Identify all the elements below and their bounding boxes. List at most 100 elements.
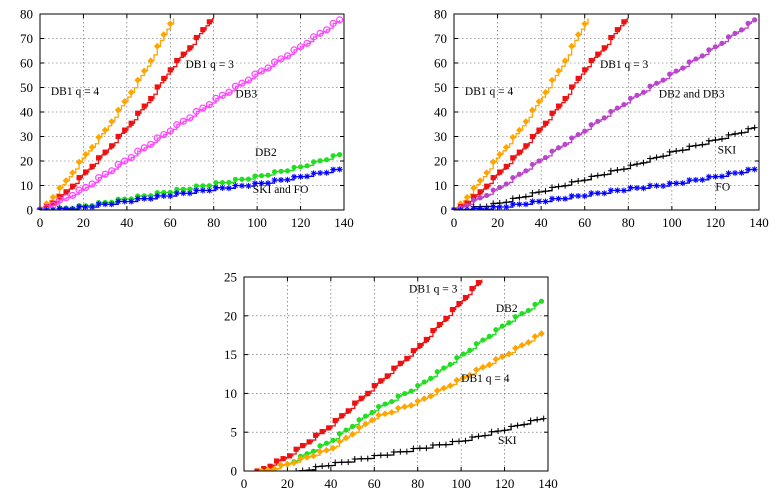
x-tick-label: 20 xyxy=(281,476,294,491)
data-point xyxy=(575,75,581,82)
data-point xyxy=(506,320,512,326)
data-point xyxy=(488,428,495,435)
data-point xyxy=(231,82,240,90)
data-point xyxy=(83,169,89,175)
data-point xyxy=(147,140,155,148)
series-1 xyxy=(36,18,175,210)
data-point xyxy=(595,118,601,124)
data-point xyxy=(101,126,109,134)
data-point xyxy=(518,341,526,349)
y-tick-label: 5 xyxy=(231,425,238,440)
data-point xyxy=(673,147,680,154)
data-point xyxy=(186,114,194,122)
data-point xyxy=(69,169,76,177)
data-point xyxy=(219,184,226,191)
data-point xyxy=(410,445,417,452)
data-point xyxy=(542,89,549,96)
data-point xyxy=(153,134,161,142)
data-point xyxy=(653,182,660,189)
data-point xyxy=(732,30,738,36)
data-point xyxy=(290,46,298,54)
data-point xyxy=(640,89,647,95)
data-point xyxy=(102,149,108,155)
data-point xyxy=(199,187,206,194)
data-point xyxy=(725,131,732,138)
data-point xyxy=(634,184,640,191)
data-point xyxy=(121,157,129,165)
data-point xyxy=(49,193,57,201)
data-point xyxy=(466,371,474,379)
data-point xyxy=(257,467,265,471)
data-point xyxy=(693,56,699,62)
data-point xyxy=(660,153,667,160)
data-point xyxy=(575,192,582,199)
data-point xyxy=(699,53,705,59)
data-point xyxy=(525,338,532,346)
data-point xyxy=(529,133,536,140)
data-point xyxy=(607,187,614,194)
data-point xyxy=(512,344,519,352)
data-point xyxy=(404,355,410,362)
data-point xyxy=(232,182,239,189)
data-point xyxy=(300,442,306,449)
chart-panel-3: 0 20 40 60 80 100 120 140 0 5 10 15 20 25 DB1 q = 3 DB2… xyxy=(224,270,558,492)
data-point xyxy=(490,175,496,181)
data-point xyxy=(56,184,63,192)
data-point xyxy=(490,187,496,193)
data-point xyxy=(666,148,673,155)
series-1 xyxy=(254,279,483,471)
y-tick-label: 60 xyxy=(434,56,447,71)
y-tick-label: 25 xyxy=(224,270,237,285)
data-point xyxy=(323,169,330,176)
data-point xyxy=(501,427,508,434)
plot-frame xyxy=(453,13,760,211)
data-point xyxy=(555,67,562,75)
data-point xyxy=(640,185,647,192)
data-point xyxy=(679,147,686,154)
series-4 xyxy=(451,124,758,210)
data-point xyxy=(278,168,284,174)
data-point xyxy=(293,446,299,452)
data-point xyxy=(290,459,298,467)
data-point xyxy=(568,178,575,185)
data-point xyxy=(42,204,51,210)
data-point xyxy=(311,159,317,165)
data-point xyxy=(264,64,272,72)
series-line xyxy=(257,279,483,471)
data-point xyxy=(666,180,673,187)
data-point xyxy=(582,128,588,134)
data-point xyxy=(673,68,679,74)
data-point xyxy=(63,205,70,210)
plot-frame xyxy=(39,13,345,211)
data-point xyxy=(581,193,588,200)
data-point xyxy=(225,185,232,192)
data-point xyxy=(166,20,174,28)
data-point xyxy=(296,43,305,51)
data-point xyxy=(161,189,167,196)
data-point xyxy=(410,348,416,354)
data-point xyxy=(467,347,473,353)
data-point xyxy=(232,176,239,182)
data-point xyxy=(394,404,402,412)
data-point xyxy=(140,144,148,152)
x-tick-label: 60 xyxy=(578,215,591,230)
data-point xyxy=(523,143,529,149)
y-tick-label: 70 xyxy=(434,31,447,46)
data-point xyxy=(306,467,313,471)
data-point xyxy=(536,158,542,164)
data-point xyxy=(312,463,319,470)
data-point xyxy=(627,184,634,191)
data-point xyxy=(212,184,219,191)
data-point xyxy=(154,190,160,196)
data-point xyxy=(620,166,627,173)
data-point xyxy=(549,195,556,202)
data-point xyxy=(738,169,745,176)
data-point xyxy=(454,355,460,361)
data-point xyxy=(356,417,362,423)
data-point xyxy=(95,133,103,141)
series-annotation: DB2 xyxy=(496,303,518,315)
data-point xyxy=(538,298,545,304)
data-point xyxy=(89,163,95,169)
data-point xyxy=(174,186,180,192)
data-point xyxy=(601,115,607,121)
